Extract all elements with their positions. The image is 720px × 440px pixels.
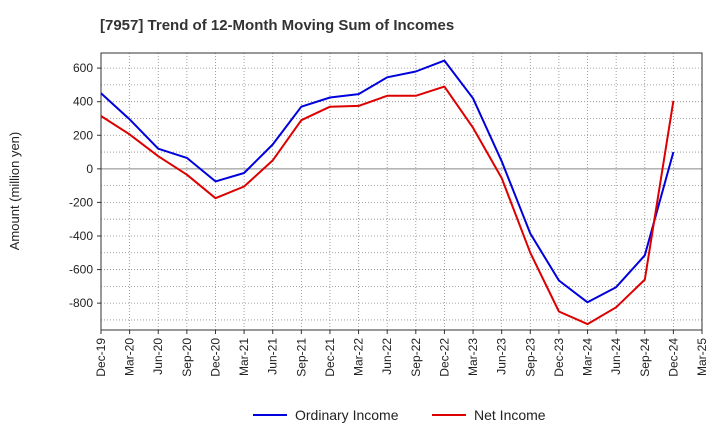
x-tick-label: Dec-20 xyxy=(208,338,222,377)
series-line-net-income xyxy=(100,85,675,326)
x-tick-label: Mar-25 xyxy=(695,338,709,376)
x-tick-label: Dec-23 xyxy=(552,338,566,377)
plot-area: 600 400 200 0 -200 -400 -600 -800 Dec-19 Mar-20 Ju… xyxy=(69,52,709,377)
x-tick-label: Mar-22 xyxy=(352,338,366,376)
legend: Ordinary Income Net Income xyxy=(253,407,546,423)
y-tick-label: -600 xyxy=(69,263,93,277)
x-tick-label: Mar-23 xyxy=(466,338,480,376)
x-tick-label: Jun-20 xyxy=(151,338,165,375)
legend-label: Net Income xyxy=(474,407,546,423)
y-axis-label: Amount (million yen) xyxy=(7,132,22,251)
x-tick-label: Dec-21 xyxy=(323,338,337,377)
x-tick-label: Dec-24 xyxy=(666,338,680,377)
x-tick-label: Dec-19 xyxy=(94,338,108,377)
y-tick-label: -200 xyxy=(69,195,93,209)
x-tick-label: Sep-24 xyxy=(638,338,652,377)
y-tick-label: 400 xyxy=(73,95,93,109)
x-tick-label: Dec-22 xyxy=(437,338,451,377)
x-tick-label: Sep-23 xyxy=(523,338,537,377)
x-tick-label: Sep-22 xyxy=(409,338,423,377)
x-tick-label: Mar-21 xyxy=(237,338,251,376)
legend-label: Ordinary Income xyxy=(295,407,399,423)
plot-frame xyxy=(100,52,703,331)
x-tick-label: Jun-22 xyxy=(380,338,394,375)
x-tick-label: Mar-24 xyxy=(581,338,595,376)
plot-background xyxy=(101,53,702,330)
chart-title: [7957] Trend of 12-Month Moving Sum of I… xyxy=(100,17,454,34)
y-tick-label: 0 xyxy=(86,162,93,176)
y-tick-label: 600 xyxy=(73,61,93,75)
x-tick-label: Jun-21 xyxy=(266,338,280,375)
series-line-ordinary-income xyxy=(100,59,675,304)
x-tick-label: Jun-23 xyxy=(495,338,509,375)
y-tick-label: -800 xyxy=(69,296,93,310)
x-tick-label: Sep-21 xyxy=(294,338,308,377)
y-tick-label: 200 xyxy=(73,128,93,142)
x-tick-label: Mar-20 xyxy=(123,338,137,376)
y-tick-label: -400 xyxy=(69,229,93,243)
x-tick-label: Sep-20 xyxy=(180,338,194,377)
x-tick-label: Jun-24 xyxy=(609,338,623,375)
